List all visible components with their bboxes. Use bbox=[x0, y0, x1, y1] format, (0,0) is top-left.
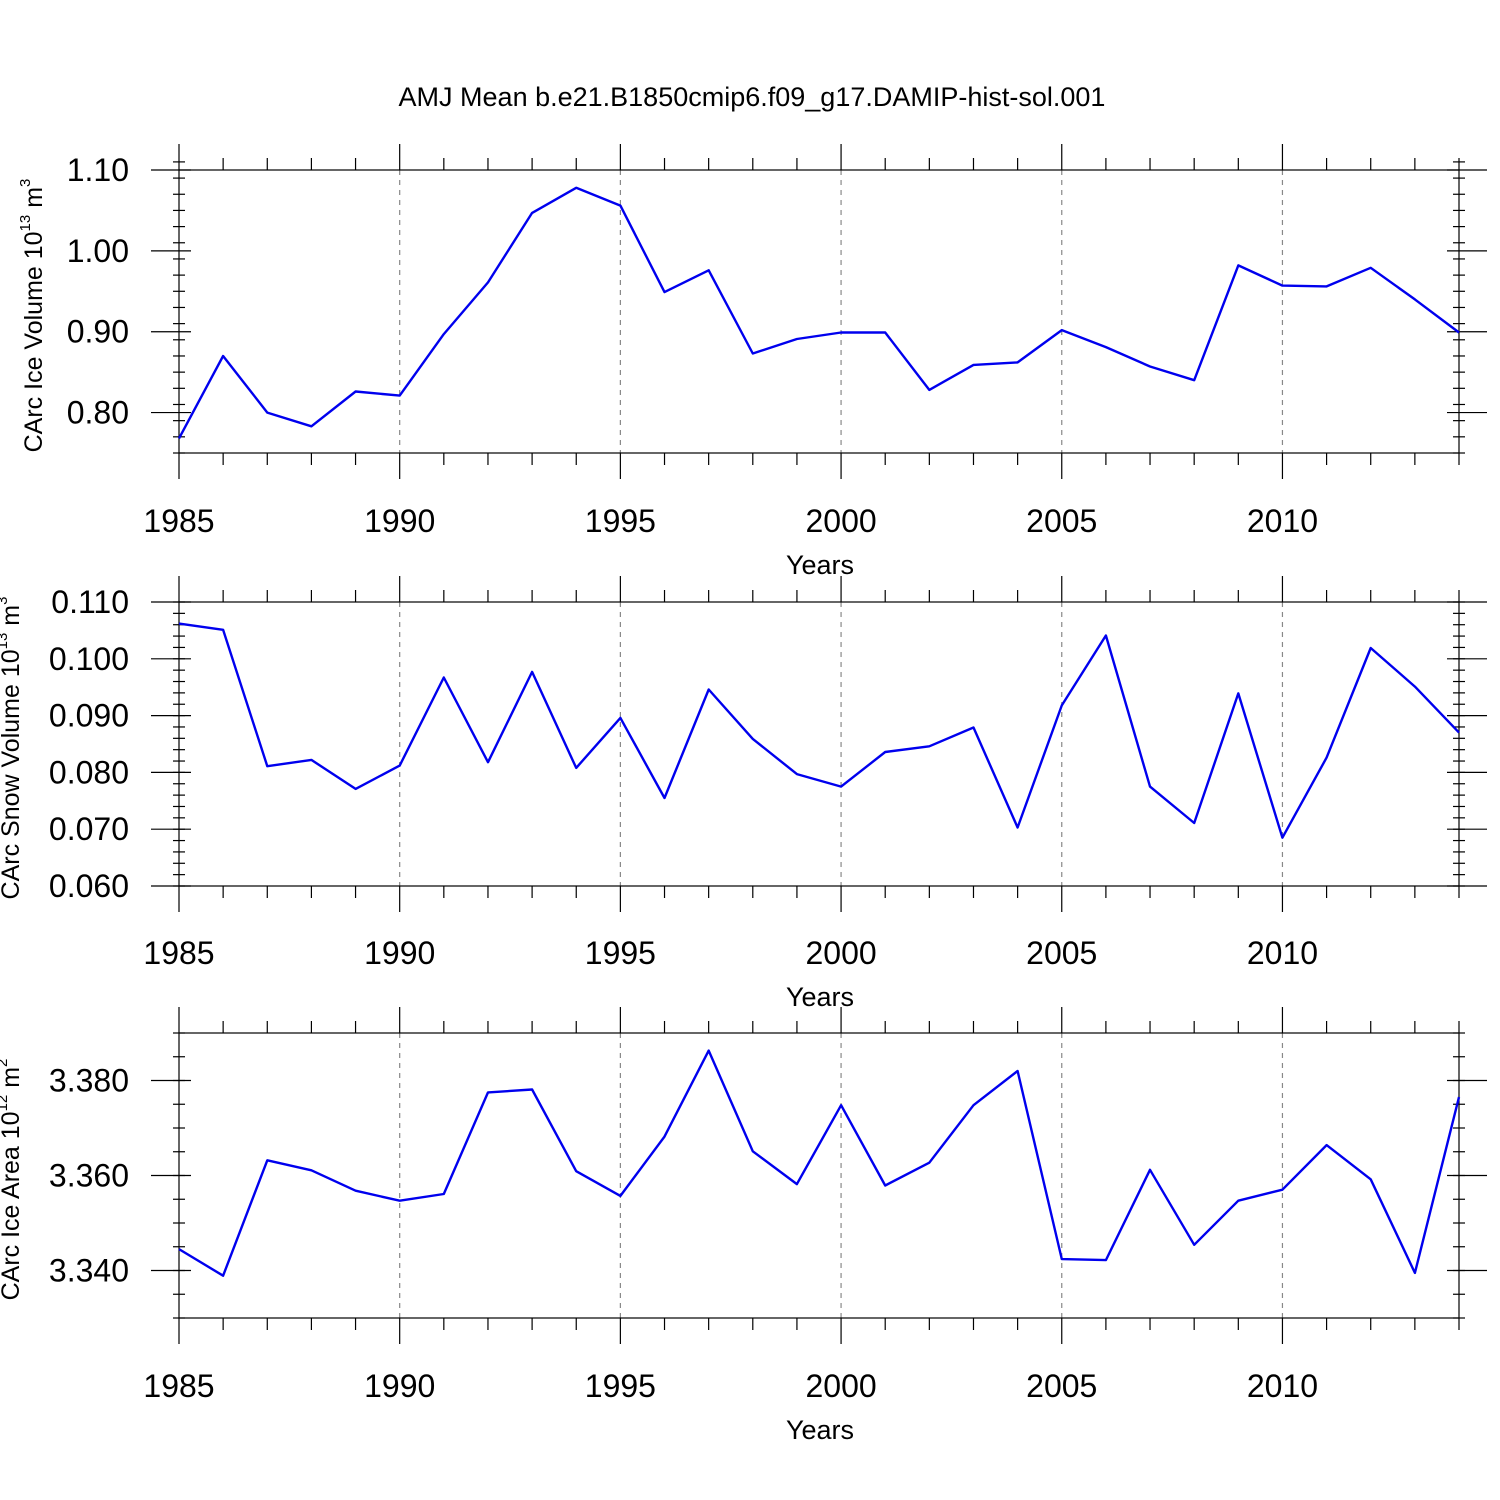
x-tick-label: 1985 bbox=[143, 935, 214, 971]
y-tick-label: 3.360 bbox=[49, 1158, 129, 1194]
x-tick-label: 2010 bbox=[1247, 935, 1318, 971]
x-tick-label: 1990 bbox=[364, 935, 435, 971]
x-tick-label: 2000 bbox=[805, 935, 876, 971]
y-axis-title-exponent: 13 bbox=[17, 215, 34, 232]
x-tick-label: 2005 bbox=[1026, 503, 1097, 539]
y-axis-title: CArc Ice Volume 1013 m3 bbox=[17, 179, 48, 453]
y-axis-title: CArc Snow Volume 1013 m3 bbox=[0, 597, 25, 900]
x-tick-label: 1985 bbox=[143, 503, 214, 539]
y-tick-label: 0.060 bbox=[49, 868, 129, 904]
x-tick-label: 2000 bbox=[805, 1368, 876, 1404]
plot-frame bbox=[178, 601, 1460, 887]
panel-1: 0.80 0.90 1.00 1.10 1985 1990 1995 2000 2005 2010… bbox=[17, 144, 1487, 580]
y-tick-label: 0.080 bbox=[49, 754, 129, 790]
x-tick-label: 1995 bbox=[585, 935, 656, 971]
chart-panels: 0.80 0.90 1.00 1.10 1985 1990 1995 2000 2005 2010… bbox=[0, 144, 1487, 1445]
y-tick-label: 0.090 bbox=[49, 698, 129, 734]
y-axis-title-unit-exponent: 3 bbox=[17, 179, 34, 187]
series-line bbox=[178, 622, 1460, 839]
y-axis-title-unit-exponent: 2 bbox=[0, 1059, 11, 1067]
panel-2: 0.060 0.070 0.080 0.090 0.100 0.110 1985 1990 19… bbox=[0, 576, 1487, 1012]
y-axis-title-text: CArc Ice Area 10 bbox=[0, 1111, 25, 1300]
x-axis-title: Years bbox=[786, 550, 854, 580]
y-tick-label: 0.070 bbox=[49, 811, 129, 847]
y-tick-label: 0.90 bbox=[67, 314, 129, 350]
series-line bbox=[177, 186, 1460, 439]
x-tick-label: 1990 bbox=[364, 1368, 435, 1404]
x-axis-title: Years bbox=[786, 1415, 854, 1445]
y-tick-label: 1.00 bbox=[67, 233, 129, 269]
y-tick-label: 0.80 bbox=[67, 395, 129, 431]
y-tick-label: 3.380 bbox=[49, 1063, 129, 1099]
y-axis-title-exponent: 13 bbox=[0, 633, 11, 650]
y-axis-title-text: CArc Snow Volume 10 bbox=[0, 649, 25, 899]
chart-title: AMJ Mean b.e21.B1850cmip6.f09_g17.DAMIP-… bbox=[399, 82, 1106, 112]
x-tick-label: 2005 bbox=[1026, 1368, 1097, 1404]
y-axis-title-unit-exponent: 3 bbox=[0, 597, 11, 605]
y-axis-title-text: CArc Ice Volume 10 bbox=[20, 231, 48, 452]
y-tick-label: 0.100 bbox=[49, 641, 129, 677]
y-axis-title-unit: m bbox=[0, 605, 25, 633]
plot-frame bbox=[178, 1032, 1460, 1319]
x-tick-label: 1990 bbox=[364, 503, 435, 539]
y-axis-title: CArc Ice Area 1012 m2 bbox=[0, 1059, 25, 1301]
x-tick-label: 2010 bbox=[1247, 1368, 1318, 1404]
plot-frame bbox=[178, 169, 1460, 454]
x-tick-label: 1985 bbox=[143, 1368, 214, 1404]
y-tick-label: 3.340 bbox=[49, 1253, 129, 1289]
x-tick-label: 2005 bbox=[1026, 935, 1097, 971]
x-tick-label: 1995 bbox=[585, 503, 656, 539]
x-tick-label: 2010 bbox=[1247, 503, 1318, 539]
panel-3: 3.340 3.360 3.380 1985 1990 1995 2000 2005 2010 Y… bbox=[0, 1007, 1487, 1445]
y-axis-title-exponent: 12 bbox=[0, 1095, 11, 1112]
x-tick-label: 2000 bbox=[805, 503, 876, 539]
y-axis-title-unit: m bbox=[0, 1067, 25, 1095]
y-tick-label: 1.10 bbox=[67, 152, 129, 188]
y-axis-title-unit: m bbox=[20, 187, 48, 215]
series-line bbox=[178, 1049, 1461, 1277]
x-tick-label: 1995 bbox=[585, 1368, 656, 1404]
y-tick-label: 0.110 bbox=[51, 584, 129, 620]
x-axis-title: Years bbox=[786, 982, 854, 1012]
